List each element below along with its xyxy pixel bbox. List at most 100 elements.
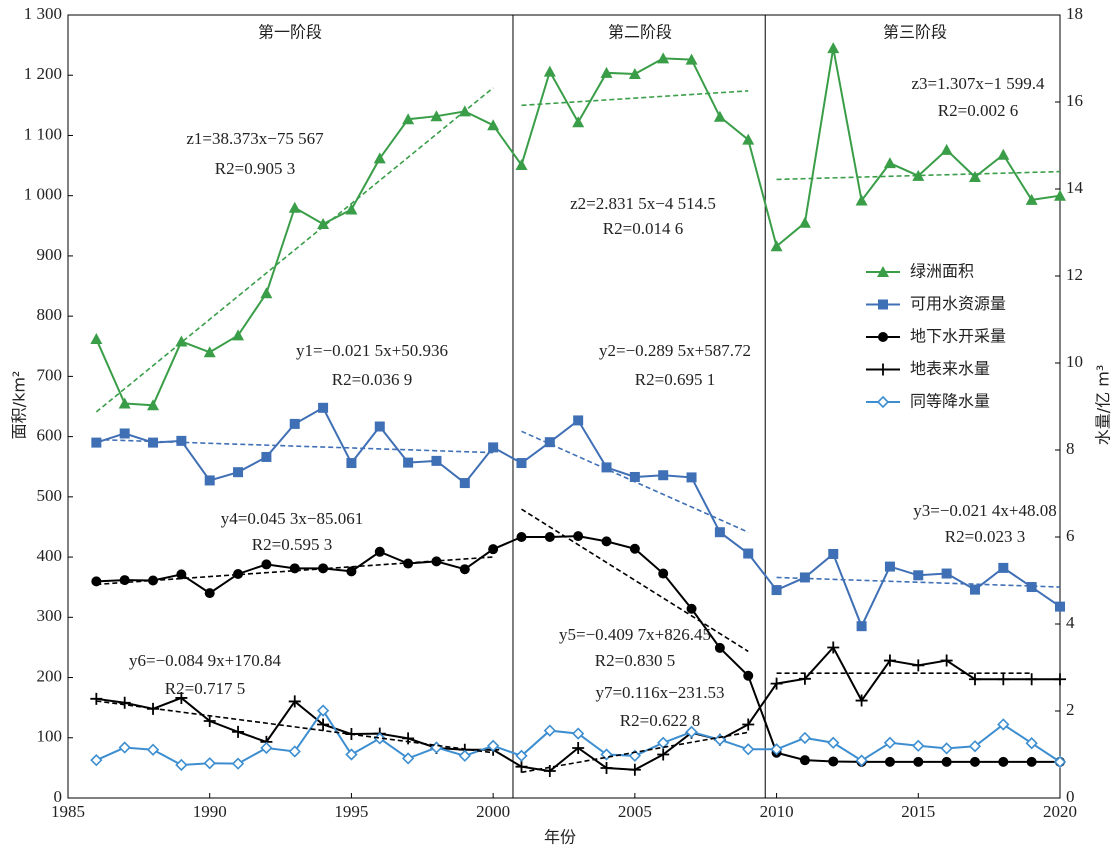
y-tick-label: 800 [37, 305, 63, 324]
marker-plus [657, 748, 670, 761]
marker-circle [601, 536, 612, 547]
trend-equation: y3=−0.021 4x+48.08 [913, 501, 1057, 520]
marker-plus [175, 691, 188, 704]
marker-square [346, 458, 357, 469]
marker-triangle [345, 203, 358, 215]
marker-triangle [742, 133, 755, 145]
marker-diamond [118, 741, 131, 754]
marker-triangle [883, 157, 896, 169]
marker-square [488, 442, 499, 453]
marker-diamond [685, 725, 698, 739]
marker-square [374, 421, 385, 432]
marker-square [884, 561, 895, 572]
marker-triangle [288, 201, 301, 213]
x-tick-label: 2000 [476, 802, 510, 821]
trend-equation: y6=−0.084 9x+170.84 [129, 651, 282, 670]
y-tick-label: 300 [37, 606, 63, 625]
marker-triangle [317, 218, 330, 230]
trendline [521, 90, 749, 107]
legend-label: 同等降水量 [910, 392, 990, 411]
marker-diamond [175, 758, 188, 772]
marker-plus [572, 741, 585, 754]
marker-diamond [487, 739, 500, 752]
marker-square [261, 451, 272, 462]
marker-square [799, 572, 810, 583]
marker-circle [799, 755, 810, 766]
trend-equation: y1=−0.021 5x+50.936 [296, 341, 448, 360]
y2-tick-label: 16 [1066, 91, 1083, 110]
marker-square [771, 585, 782, 596]
marker-circle [346, 566, 357, 577]
plot-frame [67, 14, 1061, 799]
marker-circle [374, 546, 385, 557]
marker-circle [658, 568, 669, 579]
trend-r2: R2=0.036 9 [332, 370, 412, 389]
trend-r2: R2=0.622 8 [620, 711, 700, 730]
marker-plus [1025, 673, 1038, 686]
marker-diamond [883, 736, 897, 749]
marker-triangle [543, 65, 556, 77]
marker-square [233, 467, 244, 478]
y-tick-label: 500 [37, 486, 63, 505]
marker-diamond [1025, 737, 1038, 750]
marker-square [998, 562, 1009, 573]
trend-equation: y7=0.116x−231.53 [595, 683, 724, 702]
trend-equation: z1=38.373x−75 567 [186, 129, 324, 148]
legend-label: 绿洲面积 [910, 262, 974, 281]
marker-plus [770, 677, 783, 690]
marker-plus [515, 760, 528, 773]
marker-plus [883, 654, 896, 667]
marker-plus [203, 715, 216, 728]
marker-diamond [458, 749, 471, 762]
marker-circle [119, 575, 130, 586]
marker-square [1026, 582, 1037, 593]
marker-plus [600, 761, 613, 774]
y2-tick-label: 10 [1066, 352, 1083, 371]
y2-tick-label: 18 [1066, 4, 1083, 23]
y-tick-label: 400 [37, 546, 63, 565]
marker-circle [743, 670, 754, 681]
marker-diamond [770, 743, 783, 756]
trendline [96, 438, 494, 454]
marker-square [119, 428, 130, 439]
y2-tick-label: 8 [1066, 439, 1075, 458]
y-axis-label: 面积/km² [10, 371, 29, 440]
marker-triangle [798, 216, 811, 228]
marker-triangle [685, 53, 698, 65]
marker-circle [941, 756, 952, 767]
marker-triangle [203, 346, 216, 358]
marker-circle [1026, 756, 1037, 767]
marker-triangle [628, 68, 641, 80]
trend-equation: y5=−0.409 7x+826.45 [559, 625, 711, 644]
marker-diamond [288, 745, 301, 758]
marker-square [913, 570, 924, 581]
marker-diamond [1053, 755, 1067, 769]
marker-diamond [430, 741, 443, 754]
marker-diamond [997, 718, 1010, 731]
marker-circle [714, 642, 725, 653]
marker-diamond [231, 757, 245, 770]
y2-tick-label: 6 [1066, 526, 1075, 545]
y2-tick-label: 14 [1066, 178, 1084, 197]
marker-circle [629, 543, 640, 554]
marker-circle [459, 564, 470, 575]
marker-diamond [345, 748, 358, 761]
trend-r2: R2=0.595 3 [252, 535, 332, 554]
marker-circle [204, 588, 215, 599]
marker-square [318, 402, 329, 413]
marker-square [941, 568, 952, 579]
y-tick-label: 200 [37, 666, 63, 685]
marker-diamond [657, 736, 670, 749]
marker-plus [288, 695, 301, 708]
y-tick-label: 600 [37, 426, 63, 445]
marker-circle [969, 756, 980, 767]
marker-triangle [877, 266, 889, 277]
marker-square [828, 548, 839, 559]
trend-r2: R2=0.717 5 [165, 679, 245, 698]
marker-plus [232, 725, 245, 738]
marker-square [459, 478, 470, 489]
marker-diamond [543, 724, 556, 737]
y2-tick-label: 4 [1066, 613, 1075, 632]
marker-circle [828, 756, 839, 767]
marker-plus [317, 718, 330, 731]
